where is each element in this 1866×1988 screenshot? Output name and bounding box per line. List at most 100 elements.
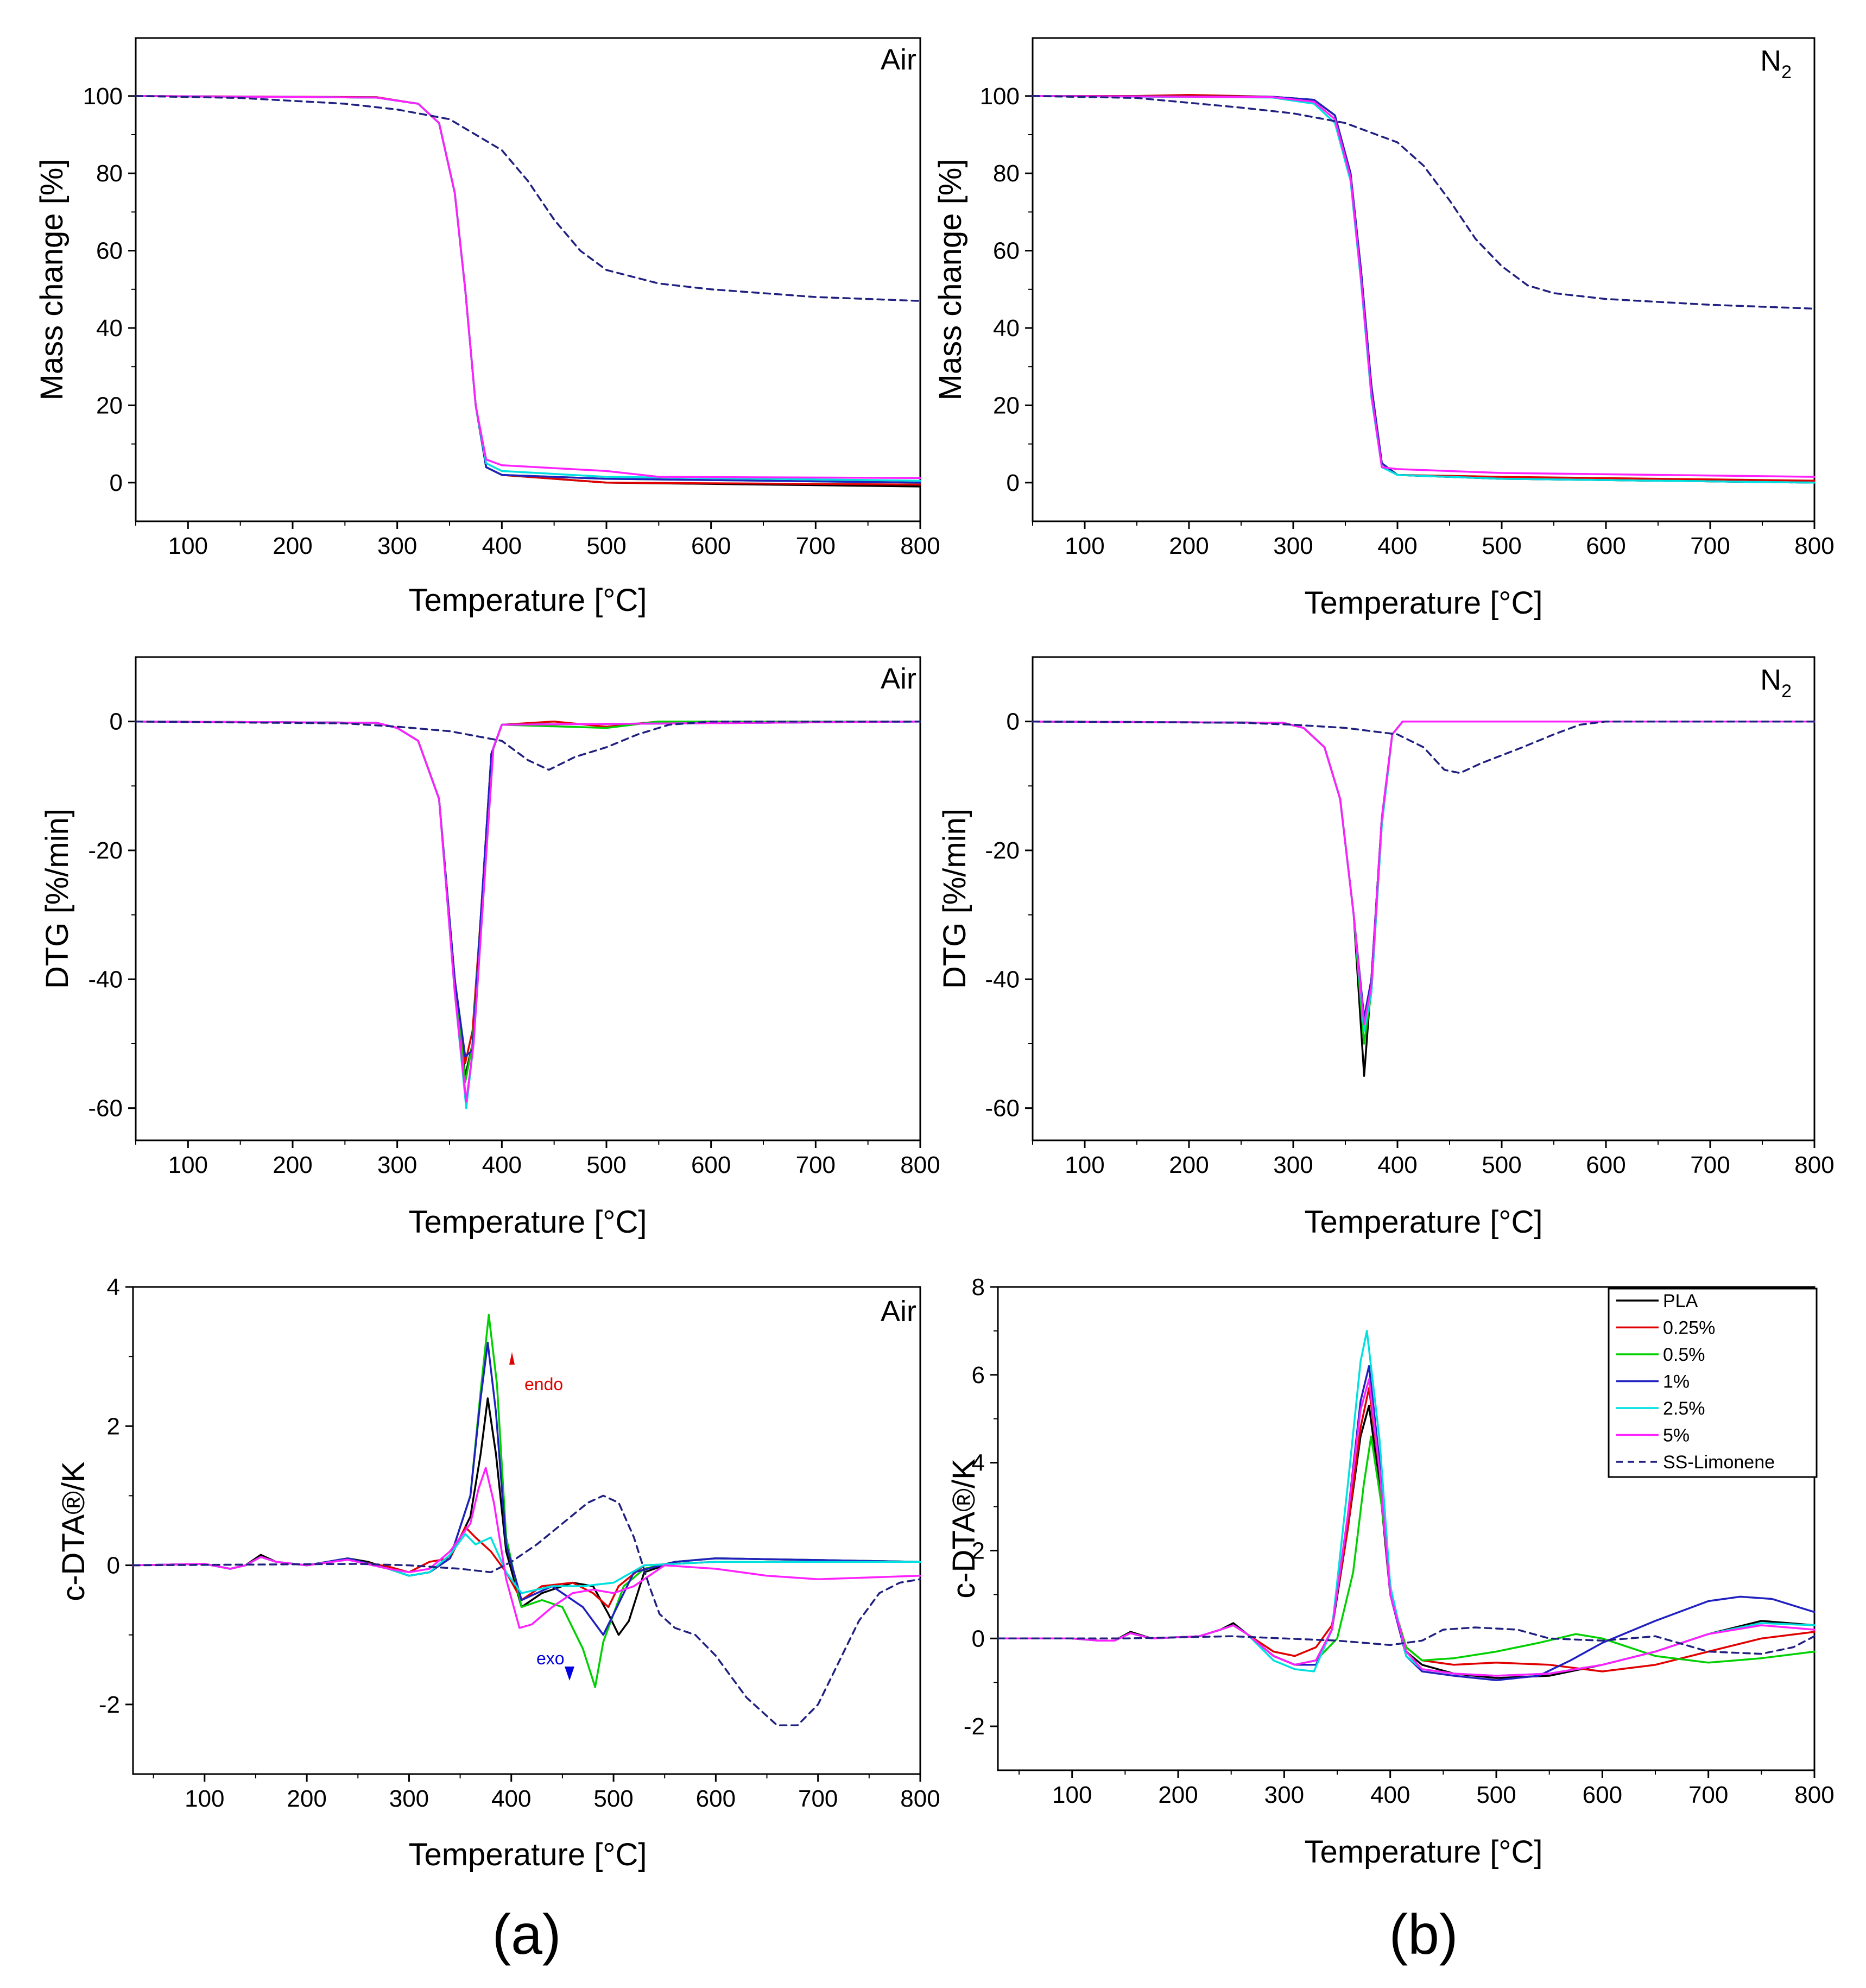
tick-group: 100 200 300 400 500 600 700 800 0 -20 -40 -60 (985, 709, 1834, 1178)
x-tick-label: 600 (691, 1152, 731, 1178)
x-tick-label: 300 (1273, 1152, 1313, 1178)
y-tick-label: 4 (107, 1274, 120, 1301)
x-tick-label: 700 (1690, 533, 1730, 559)
series-group (132, 1314, 921, 1727)
y-tick-label: 60 (96, 238, 123, 264)
x-tick-label: 500 (1476, 1782, 1516, 1808)
series-line-5 (997, 1378, 1816, 1677)
series-group (997, 1330, 1816, 1681)
x-tick-label: 700 (798, 1785, 838, 1812)
x-tick-label: 200 (273, 533, 312, 559)
x-tick-label: 800 (900, 533, 940, 559)
x-tick-label: 300 (1264, 1782, 1304, 1808)
chart-dtg-air: 100 200 300 400 500 600 700 800 0 -20 -40 -60 Air T… (40, 656, 940, 1240)
plot-frame (997, 1286, 1816, 1771)
legend-label-0-25: 0.25% (1663, 1318, 1715, 1339)
x-tick-label: 100 (168, 533, 208, 559)
series-line-5 (1032, 720, 1816, 1026)
series-group (1032, 720, 1816, 1077)
x-tick-label: 800 (900, 1785, 940, 1812)
y-tick-label: -40 (88, 966, 123, 993)
x-tick-label: 500 (1482, 1152, 1521, 1178)
tick-group: 100 200 300 400 500 600 700 800 -2 0 2 4 (99, 1274, 940, 1812)
y-tick-label: -2 (964, 1713, 985, 1740)
x-axis-title: Temperature [°C] (408, 1204, 647, 1240)
y-tick-label: -40 (985, 966, 1020, 993)
tick-group: 100 200 300 400 500 600 700 800 0 20 40 60 80 100 (980, 83, 1835, 559)
x-tick-label: 500 (1482, 533, 1521, 559)
x-tick-label: 800 (900, 1152, 940, 1178)
legend-label-1: 1% (1663, 1372, 1690, 1392)
x-tick-label: 200 (1169, 1152, 1209, 1178)
y-axis-title: DTG [%/min] (40, 809, 75, 989)
y-tick-label: 40 (993, 315, 1020, 342)
y-tick-label: 2 (107, 1413, 120, 1440)
x-tick-label: 300 (377, 533, 417, 559)
y-tick-label: 40 (96, 315, 123, 342)
y-tick-label: 100 (980, 83, 1020, 110)
y-tick-label: 0 (1007, 470, 1020, 496)
x-tick-label: 500 (586, 1152, 626, 1178)
x-tick-label: 300 (389, 1785, 429, 1812)
endo-arrow-icon (509, 1352, 515, 1365)
series-line-5 (132, 1467, 921, 1629)
series-line-5 (1032, 95, 1816, 478)
y-axis-title: Mass change [%] (34, 159, 69, 401)
x-tick-label: 800 (1794, 1152, 1834, 1178)
y-axis-title: Mass change [%] (933, 159, 968, 401)
x-tick-label: 500 (586, 533, 626, 559)
x-tick-label: 600 (1586, 533, 1625, 559)
series-line-ss-limonene (1032, 720, 1816, 774)
tick-group: 100 200 300 400 500 600 700 800 0 20 40 60 80 100 (83, 83, 940, 559)
series-line-ss-limonene (135, 95, 921, 302)
series-group (135, 720, 921, 1109)
exo-arrow-icon (565, 1667, 574, 1681)
y-tick-label: 0 (110, 470, 123, 496)
plot-frame (1032, 656, 1816, 1141)
x-tick-label: 400 (482, 1152, 522, 1178)
x-tick-label: 400 (482, 533, 522, 559)
x-tick-label: 400 (1377, 533, 1417, 559)
x-tick-label: 500 (593, 1785, 633, 1812)
atmosphere-label: Air (881, 662, 916, 695)
x-tick-label: 300 (1273, 533, 1313, 559)
y-tick-label: 4 (972, 1450, 985, 1476)
y-axis-title: c-DTA®/K (946, 1459, 982, 1599)
x-tick-label: 600 (691, 533, 731, 559)
y-tick-label: 0 (1007, 709, 1020, 735)
x-tick-label: 100 (185, 1785, 224, 1812)
y-tick-label: 0 (107, 1552, 120, 1579)
tick-group: 100 200 300 400 500 600 700 800 -2 0 2 4 6 8 (964, 1274, 1835, 1808)
legend-label-ss-limonene: SS-Limonene (1663, 1452, 1775, 1473)
x-tick-label: 700 (796, 1152, 836, 1178)
x-tick-label: 100 (1065, 533, 1104, 559)
x-axis-title: Temperature [°C] (408, 1837, 647, 1872)
series-line-5 (135, 95, 921, 479)
subscript-2: 2 (1781, 681, 1792, 702)
x-tick-label: 700 (1688, 1782, 1728, 1808)
plot-frame (132, 1286, 921, 1775)
series-group (135, 95, 921, 488)
x-tick-label: 800 (1794, 533, 1834, 559)
y-tick-label: 60 (993, 238, 1020, 264)
x-tick-label: 400 (1377, 1152, 1417, 1178)
y-tick-label: -20 (985, 837, 1020, 864)
x-tick-label: 700 (796, 533, 836, 559)
x-tick-label: 200 (273, 1152, 312, 1178)
y-tick-label: 80 (993, 160, 1020, 187)
series-line-ss-limonene (132, 1494, 921, 1727)
y-axis-title: c-DTA®/K (56, 1461, 91, 1601)
x-tick-label: 200 (1169, 533, 1209, 559)
y-tick-label: 80 (96, 160, 123, 187)
chart-tg-air: 100 200 300 400 500 600 700 800 0 20 40 60 80 100 Air… (34, 37, 940, 618)
plot-frame (1032, 37, 1816, 522)
y-tick-label: -20 (88, 837, 123, 864)
exo-annotation: exo (536, 1649, 565, 1668)
x-tick-label: 400 (491, 1785, 531, 1812)
x-tick-label: 200 (1158, 1782, 1198, 1808)
chart-cdta-air: 100 200 300 400 500 600 700 800 -2 0 2 4 Air Temper… (56, 1274, 940, 1872)
series-line-5 (135, 720, 921, 1103)
